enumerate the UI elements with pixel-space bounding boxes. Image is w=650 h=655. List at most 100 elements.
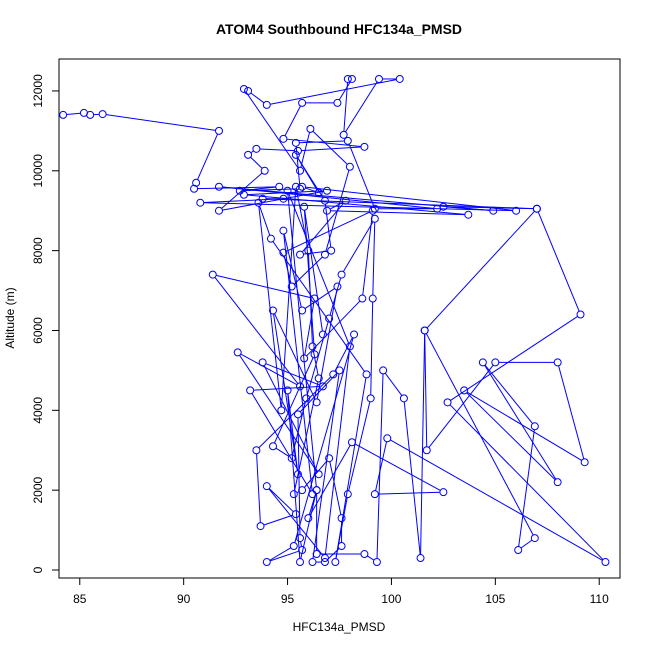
series-segment — [538, 212, 579, 311]
data-point — [417, 555, 424, 562]
data-point — [581, 459, 588, 466]
data-point — [299, 99, 306, 106]
data-point — [215, 207, 222, 214]
x-tick-label: 85 — [73, 592, 87, 606]
data-point — [280, 227, 287, 234]
y-axis-label: Altitude (m) — [3, 287, 17, 348]
data-point — [321, 251, 328, 258]
data-point — [348, 439, 355, 446]
series-segment — [301, 494, 316, 559]
series-segment — [378, 492, 440, 494]
data-point — [324, 187, 331, 194]
series-segment — [325, 204, 330, 247]
data-point — [234, 349, 241, 356]
data-point — [334, 99, 341, 106]
data-point — [290, 543, 297, 550]
data-point — [294, 147, 301, 154]
x-tick-label: 95 — [281, 592, 295, 606]
x-tick-label: 105 — [485, 592, 505, 606]
data-point — [554, 359, 561, 366]
data-point — [531, 423, 538, 430]
data-point — [307, 125, 314, 132]
data-point — [351, 331, 358, 338]
x-tick-label: 100 — [381, 592, 401, 606]
data-point — [263, 101, 270, 108]
data-point — [209, 271, 216, 278]
data-point — [380, 367, 387, 374]
data-point — [531, 535, 538, 542]
series-segment — [257, 454, 261, 523]
y-tick-label: 6000 — [31, 317, 45, 344]
data-point — [99, 111, 106, 118]
data-point — [373, 559, 380, 566]
data-point — [324, 207, 331, 214]
x-tick-label: 110 — [590, 592, 609, 606]
series-segment — [355, 444, 440, 491]
series-segment — [264, 515, 293, 525]
data-point — [313, 399, 320, 406]
x-tick-label: 90 — [177, 592, 191, 606]
series-segment — [251, 157, 263, 168]
series-segment — [301, 542, 302, 547]
data-point — [297, 535, 304, 542]
x-axis: 85 90 95 100 105 110 — [73, 578, 609, 606]
data-point — [215, 127, 222, 134]
data-point — [359, 295, 366, 302]
data-point — [554, 479, 561, 486]
data-point — [361, 551, 368, 558]
data-point — [240, 85, 247, 92]
data-point — [263, 483, 270, 490]
data-point — [313, 487, 320, 494]
chart-title: ATOM4 Southbound HFC134a_PMSD — [216, 21, 462, 37]
data-point — [336, 367, 343, 374]
data-point — [440, 489, 447, 496]
data-point — [270, 443, 277, 450]
y-tick-label: 8000 — [31, 237, 45, 264]
series-segment — [67, 113, 81, 114]
series-segment — [305, 289, 335, 309]
series-segment — [521, 540, 532, 548]
data-point — [421, 327, 428, 334]
series-segment — [215, 277, 298, 383]
series-segment — [429, 365, 493, 447]
data-point — [348, 75, 355, 82]
data-point — [577, 311, 584, 318]
series-segment — [289, 194, 349, 343]
series-segment — [285, 106, 300, 136]
data-point — [290, 491, 297, 498]
data-point — [369, 295, 376, 302]
series-segment — [485, 365, 556, 479]
data-point — [245, 151, 252, 158]
data-point — [338, 271, 345, 278]
data-point — [533, 205, 540, 212]
series-segment — [390, 440, 602, 560]
data-point — [259, 359, 266, 366]
data-point — [267, 235, 274, 242]
series-segment — [336, 378, 366, 559]
series-layer — [60, 75, 609, 565]
data-point — [215, 183, 222, 190]
series-segment — [260, 149, 295, 151]
data-point — [367, 395, 374, 402]
data-point — [87, 111, 94, 118]
data-point — [344, 75, 351, 82]
data-point — [363, 371, 370, 378]
data-point — [247, 387, 254, 394]
data-point — [515, 547, 522, 554]
data-point — [371, 215, 378, 222]
series-segment — [270, 551, 299, 561]
series-segment — [559, 366, 584, 459]
series-segment — [450, 316, 577, 400]
data-point — [257, 523, 264, 530]
series-segment — [427, 211, 534, 328]
series-segment — [363, 214, 373, 295]
series-segment — [367, 556, 374, 560]
data-point — [461, 387, 468, 394]
series-segment — [425, 334, 427, 447]
data-point — [313, 551, 320, 558]
data-point — [297, 185, 304, 192]
data-point — [280, 135, 287, 142]
data-point — [245, 87, 252, 94]
data-point — [338, 543, 345, 550]
